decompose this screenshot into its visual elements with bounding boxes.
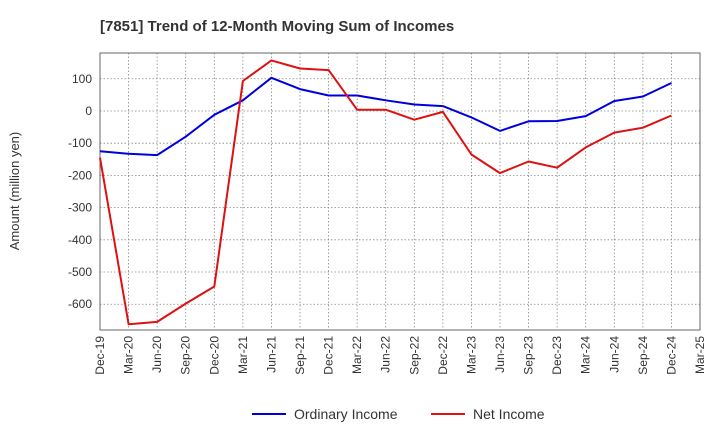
plot-area bbox=[99, 52, 701, 331]
y-tick-label: 100 bbox=[72, 72, 92, 86]
x-tick-label: Mar-21 bbox=[236, 336, 250, 374]
x-axis-ticks: Dec-19 Mar-20 Jun-20 Sep-20 Dec-20 Mar-21 Jun-… bbox=[93, 336, 707, 375]
y-axis-ticks: 100 0 -100 -200 -300 -400 -500 -600 bbox=[68, 72, 92, 311]
legend-label: Net Income bbox=[473, 406, 545, 422]
x-tick-label: Jun-24 bbox=[607, 336, 621, 373]
x-tick-label: Sep-21 bbox=[293, 336, 307, 375]
y-tick-label: -600 bbox=[68, 297, 92, 311]
x-tick-label: Mar-24 bbox=[579, 336, 593, 374]
x-tick-label: Jun-21 bbox=[264, 336, 278, 373]
x-tick-label: Mar-25 bbox=[693, 336, 707, 374]
x-tick-label: Mar-20 bbox=[122, 336, 136, 374]
y-tick-label: -400 bbox=[68, 233, 92, 247]
x-tick-label: Mar-23 bbox=[464, 336, 478, 374]
series-line-ordinary-income bbox=[99, 76, 672, 157]
x-tick-label: Jun-23 bbox=[493, 336, 507, 373]
x-tick-label: Dec-22 bbox=[436, 336, 450, 375]
chart-title: [7851] Trend of 12-Month Moving Sum of I… bbox=[100, 18, 454, 35]
x-tick-label: Dec-20 bbox=[207, 336, 221, 375]
x-tick-label: Sep-24 bbox=[636, 336, 650, 375]
y-tick-label: -300 bbox=[68, 201, 92, 215]
x-tick-label: Dec-24 bbox=[664, 336, 678, 375]
x-tick-label: Dec-21 bbox=[322, 336, 336, 375]
grid bbox=[99, 53, 701, 330]
x-tick-label: Mar-22 bbox=[350, 336, 364, 374]
x-tick-label: Sep-22 bbox=[407, 336, 421, 375]
x-tick-label: Dec-23 bbox=[550, 336, 564, 375]
x-tick-label: Jun-20 bbox=[150, 336, 164, 373]
x-tick-label: Jun-22 bbox=[379, 336, 393, 373]
legend-label: Ordinary Income bbox=[294, 406, 398, 422]
y-axis-label: Amount (million yen) bbox=[7, 132, 22, 251]
y-tick-label: -100 bbox=[68, 136, 92, 150]
series-layer bbox=[99, 59, 672, 326]
x-tick-label: Sep-20 bbox=[179, 336, 193, 375]
y-tick-label: -500 bbox=[68, 265, 92, 279]
y-tick-label: 0 bbox=[85, 104, 92, 118]
x-tick-label: Sep-23 bbox=[522, 336, 536, 375]
x-tick-label: Dec-19 bbox=[93, 336, 107, 375]
series-line-net-income bbox=[99, 59, 672, 326]
legend: Ordinary Income Net Income bbox=[252, 406, 545, 422]
y-tick-label: -200 bbox=[68, 168, 92, 182]
